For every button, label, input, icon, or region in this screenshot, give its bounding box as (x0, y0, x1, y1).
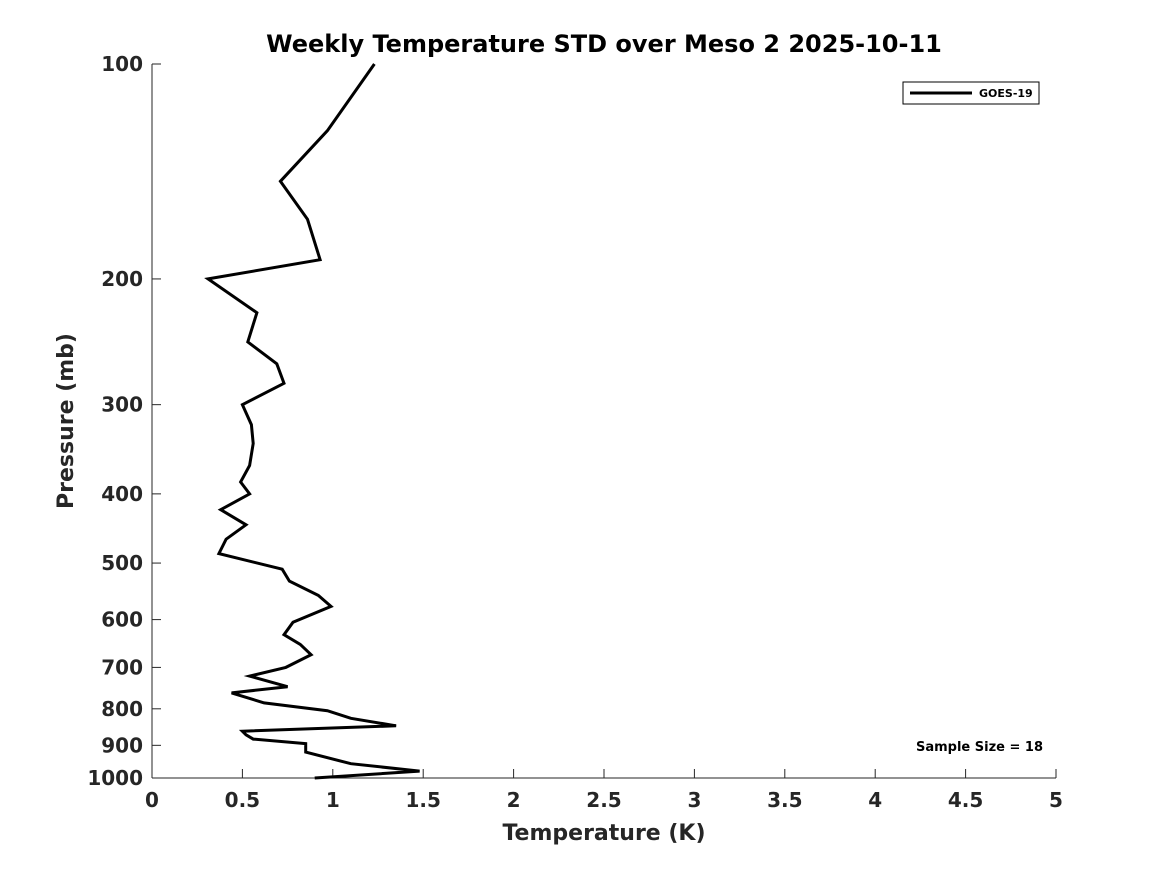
y-tick-label: 500 (101, 551, 143, 575)
y-axis-label: Pressure (mb) (54, 333, 79, 509)
x-tick-label: 4.5 (948, 788, 983, 812)
x-tick-label: 0.5 (225, 788, 260, 812)
y-tick-label: 600 (101, 608, 143, 632)
series-line-goes-19 (204, 63, 420, 780)
x-axis-label: Temperature (K) (502, 821, 705, 846)
x-tick-label: 5 (1049, 788, 1063, 812)
x-tick-label: 1.5 (405, 788, 440, 812)
sample-size-annotation: Sample Size = 18 (916, 740, 1043, 755)
y-tick-label: 700 (101, 655, 143, 679)
x-tick-label: 4 (868, 788, 882, 812)
legend-entry: GOES-19 (979, 87, 1033, 100)
x-tick-label: 0 (145, 788, 159, 812)
x-tick-label: 2 (507, 788, 521, 812)
x-tick-label: 3 (687, 788, 701, 812)
chart-title: Weekly Temperature STD over Meso 2 2025-… (266, 30, 942, 58)
x-tick-label: 3.5 (767, 788, 802, 812)
plot-axes: 0 0.5 1 1.5 2 2.5 3 3.5 4 4.5 5 100 200 300 400 500 600 7… (87, 52, 1063, 812)
y-tick-label: 800 (101, 697, 143, 721)
y-tick-label: 200 (101, 267, 143, 291)
y-tick-label: 1000 (87, 766, 143, 790)
x-tick-label: 2.5 (586, 788, 621, 812)
y-tick-label: 900 (101, 733, 143, 757)
legend: GOES-19 (902, 81, 1040, 105)
y-tick-label: 300 (101, 393, 143, 417)
y-tick-label: 400 (101, 482, 143, 506)
series-layer (204, 63, 420, 780)
y-tick-label: 100 (101, 52, 143, 76)
x-tick-label: 1 (326, 788, 340, 812)
